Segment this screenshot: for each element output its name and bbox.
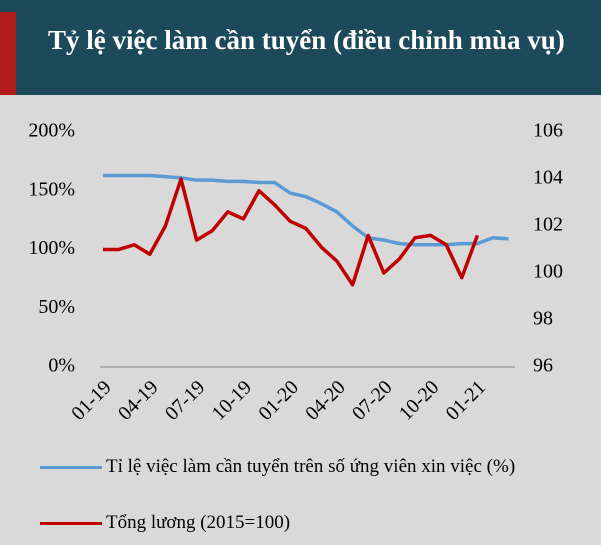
y-tick-label: 50% [38, 296, 75, 318]
x-tick-label: 04-19 [114, 376, 163, 425]
x-tick-label: 01-19 [67, 376, 116, 425]
legend-item: Tỉ lệ việc làm cần tuyển trên số ứng viê… [40, 455, 580, 479]
chart-title: Tỷ lệ việc làm cần tuyển (điều chỉnh mùa… [48, 25, 565, 55]
series-line [103, 173, 509, 247]
header-band [0, 0, 601, 95]
y2-tick-label: 100 [533, 261, 563, 283]
y2-tick-label: 104 [533, 167, 563, 189]
y-tick-label: 200% [28, 120, 75, 142]
y2-tick-label: 102 [533, 214, 563, 236]
legend-label: Tổng lương (2015=100) [106, 512, 291, 533]
y2-tick-label: 106 [533, 120, 563, 142]
x-tick-label: 04-20 [301, 376, 350, 425]
legend-label: Tỉ lệ việc làm cần tuyển trên số ứng viê… [106, 456, 516, 477]
legend-swatch [40, 522, 102, 525]
x-tick-label: 07-19 [161, 376, 210, 425]
series-line [103, 177, 480, 287]
y-tick-label: 150% [28, 178, 75, 200]
x-tick-label: 10-19 [208, 376, 257, 425]
x-tick-label: 01-21 [442, 376, 491, 425]
y2-tick-label: 98 [533, 308, 553, 330]
header-accent [0, 12, 16, 95]
legend-swatch [40, 466, 102, 469]
legend-item: Tổng lương (2015=100) [40, 511, 580, 535]
y-tick-label: 100% [28, 237, 75, 259]
x-tick-label: 07-20 [348, 376, 397, 425]
x-tick-label: 01-20 [254, 376, 303, 425]
y2-tick-label: 96 [533, 355, 553, 377]
x-tick-label: 10-20 [395, 376, 444, 425]
y-tick-label: 0% [48, 355, 75, 377]
